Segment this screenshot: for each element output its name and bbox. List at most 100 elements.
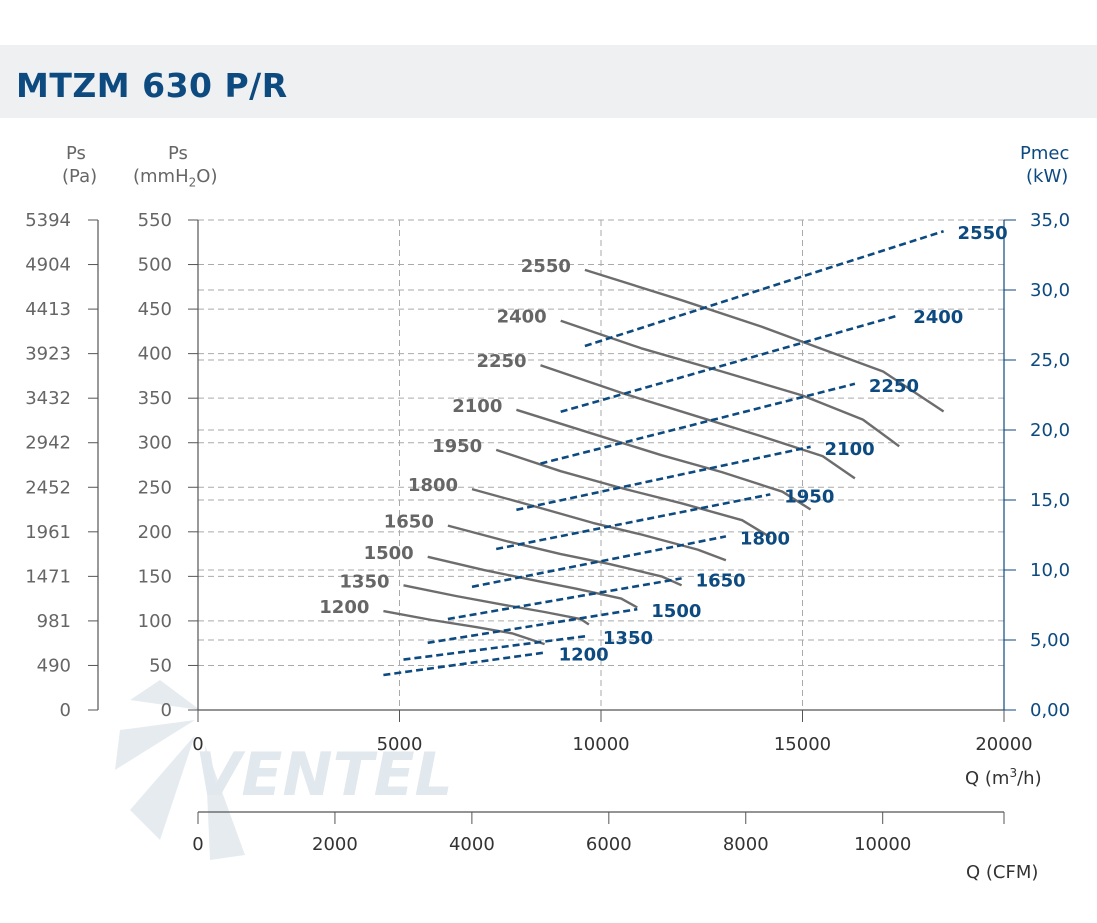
x-tick-label: 10000 (572, 734, 629, 755)
grid (198, 219, 1004, 710)
power-label-2250: 2250 (869, 376, 919, 397)
axes (88, 219, 1016, 824)
power-curve-2400 (560, 313, 900, 414)
power-curve-1800 (471, 535, 727, 589)
pressure-curve-1800 (471, 487, 727, 562)
left-mmh2o-axis-label: Ps (168, 143, 188, 164)
power-label-1800: 1800 (740, 528, 790, 549)
power-label-2100: 2100 (825, 439, 875, 460)
pressure-label-2400: 2400 (497, 307, 547, 328)
pressure-label-1200: 1200 (319, 597, 369, 618)
x-tick-label: 15000 (774, 734, 831, 755)
kw-tick-label: 0,00 (1030, 700, 1070, 721)
pa-tick-label: 981 (37, 611, 71, 632)
power-label-2550: 2550 (958, 223, 1008, 244)
power-curve-1350 (403, 634, 590, 661)
power-label-1500: 1500 (651, 601, 701, 622)
pressure-curve-2550 (584, 268, 945, 413)
right-kw-axis-label: Pmec (1020, 143, 1070, 164)
pa-tick-label: 490 (37, 655, 71, 676)
mmh2o-tick-label: 100 (138, 611, 172, 632)
pressure-curve-2400 (560, 319, 900, 448)
power-curve-2250 (540, 382, 856, 465)
pressure-label-2550: 2550 (521, 256, 571, 277)
x-tick-label: 0 (192, 734, 203, 755)
x-m3h-axis-label: Q (m3/h) (965, 766, 1042, 789)
svg-text:VENTEL: VENTEL (195, 740, 453, 810)
cfm-tick-label: 4000 (449, 834, 495, 855)
pressure-curve-1200 (383, 609, 545, 646)
mmh2o-tick-label: 400 (138, 344, 172, 365)
series-labels: 2550240022502100195018001650150013501200… (319, 223, 1007, 665)
kw-tick-label: 30,0 (1030, 280, 1070, 301)
pa-tick-label: 1961 (25, 522, 71, 543)
power-label-1200: 1200 (559, 645, 609, 666)
pressure-curve-2250 (540, 364, 856, 480)
right-kw-axis-unit: (kW) (1026, 166, 1069, 187)
cfm-tick-label: 2000 (312, 834, 358, 855)
mmh2o-tick-label: 250 (138, 477, 172, 498)
power-curve-1200 (383, 651, 545, 677)
power-curve-1950 (495, 493, 771, 551)
pa-tick-label: 1471 (25, 566, 71, 587)
mmh2o-tick-label: 300 (138, 433, 172, 454)
power-curve-2550 (584, 229, 944, 348)
pressure-label-2250: 2250 (476, 351, 526, 372)
ventel-watermark-logo: VENTEL (115, 680, 453, 860)
left-mmh2o-axis-unit: (mmH2O) (133, 166, 218, 190)
pressure-label-1500: 1500 (364, 543, 414, 564)
pressure-label-1650: 1650 (384, 512, 434, 533)
kw-tick-label: 25,0 (1030, 350, 1070, 371)
mmh2o-tick-label: 500 (138, 255, 172, 276)
power-curves (383, 229, 944, 677)
pa-tick-label: 4413 (25, 299, 71, 320)
kw-tick-label: 5,00 (1030, 630, 1070, 651)
left-pa-axis-label: Ps (66, 143, 86, 164)
pa-tick-label: 2942 (25, 433, 71, 454)
kw-tick-label: 20,0 (1030, 420, 1070, 441)
pressure-curve-1350 (403, 584, 590, 626)
left-pa-axis-unit: (Pa) (62, 166, 98, 187)
mmh2o-tick-label: 150 (138, 566, 172, 587)
mmh2o-tick-label: 550 (138, 210, 172, 231)
power-curve-1500 (427, 607, 638, 645)
pressure-label-2100: 2100 (452, 396, 502, 417)
power-label-2400: 2400 (913, 307, 963, 328)
pa-tick-label: 0 (60, 700, 71, 721)
chart-title: MTZM 630 P/R (16, 66, 288, 105)
mmh2o-tick-label: 450 (138, 299, 172, 320)
title-bar (0, 45, 1097, 118)
power-curve-1650 (447, 577, 682, 621)
tick-labels: 5394 4904 4413 3923 3432 2942 2452 1961 1471 981 4… (25, 210, 1070, 855)
x-cfm-axis-label: Q (CFM) (966, 862, 1039, 883)
kw-tick-label: 35,0 (1030, 210, 1070, 231)
pressure-curve-2100 (516, 408, 812, 511)
x-tick-label: 20000 (975, 734, 1032, 755)
cfm-tick-label: 10000 (854, 834, 911, 855)
pressure-label-1800: 1800 (408, 475, 458, 496)
pa-tick-label: 3923 (25, 344, 71, 365)
pressure-curve-1950 (495, 448, 771, 539)
pressure-curve-1650 (447, 524, 683, 587)
x-tick-label: 5000 (377, 734, 423, 755)
mmh2o-tick-label: 50 (149, 655, 172, 676)
pressure-curves (383, 268, 945, 646)
kw-tick-label: 15,0 (1030, 490, 1070, 511)
cfm-tick-label: 6000 (586, 834, 632, 855)
pressure-label-1350: 1350 (339, 571, 389, 592)
pa-tick-label: 4904 (25, 255, 71, 276)
cfm-tick-label: 8000 (723, 834, 769, 855)
mmh2o-tick-label: 350 (138, 388, 172, 409)
power-curve-2100 (516, 445, 811, 512)
mmh2o-tick-label: 0 (161, 700, 172, 721)
power-label-1350: 1350 (603, 628, 653, 649)
pressure-label-1950: 1950 (432, 436, 482, 457)
kw-tick-label: 10,0 (1030, 560, 1070, 581)
pa-tick-label: 3432 (25, 388, 71, 409)
power-label-1650: 1650 (696, 570, 746, 591)
power-label-1950: 1950 (784, 486, 834, 507)
pa-tick-label: 2452 (25, 477, 71, 498)
pa-tick-label: 5394 (25, 210, 71, 231)
pressure-curve-1500 (427, 555, 638, 609)
